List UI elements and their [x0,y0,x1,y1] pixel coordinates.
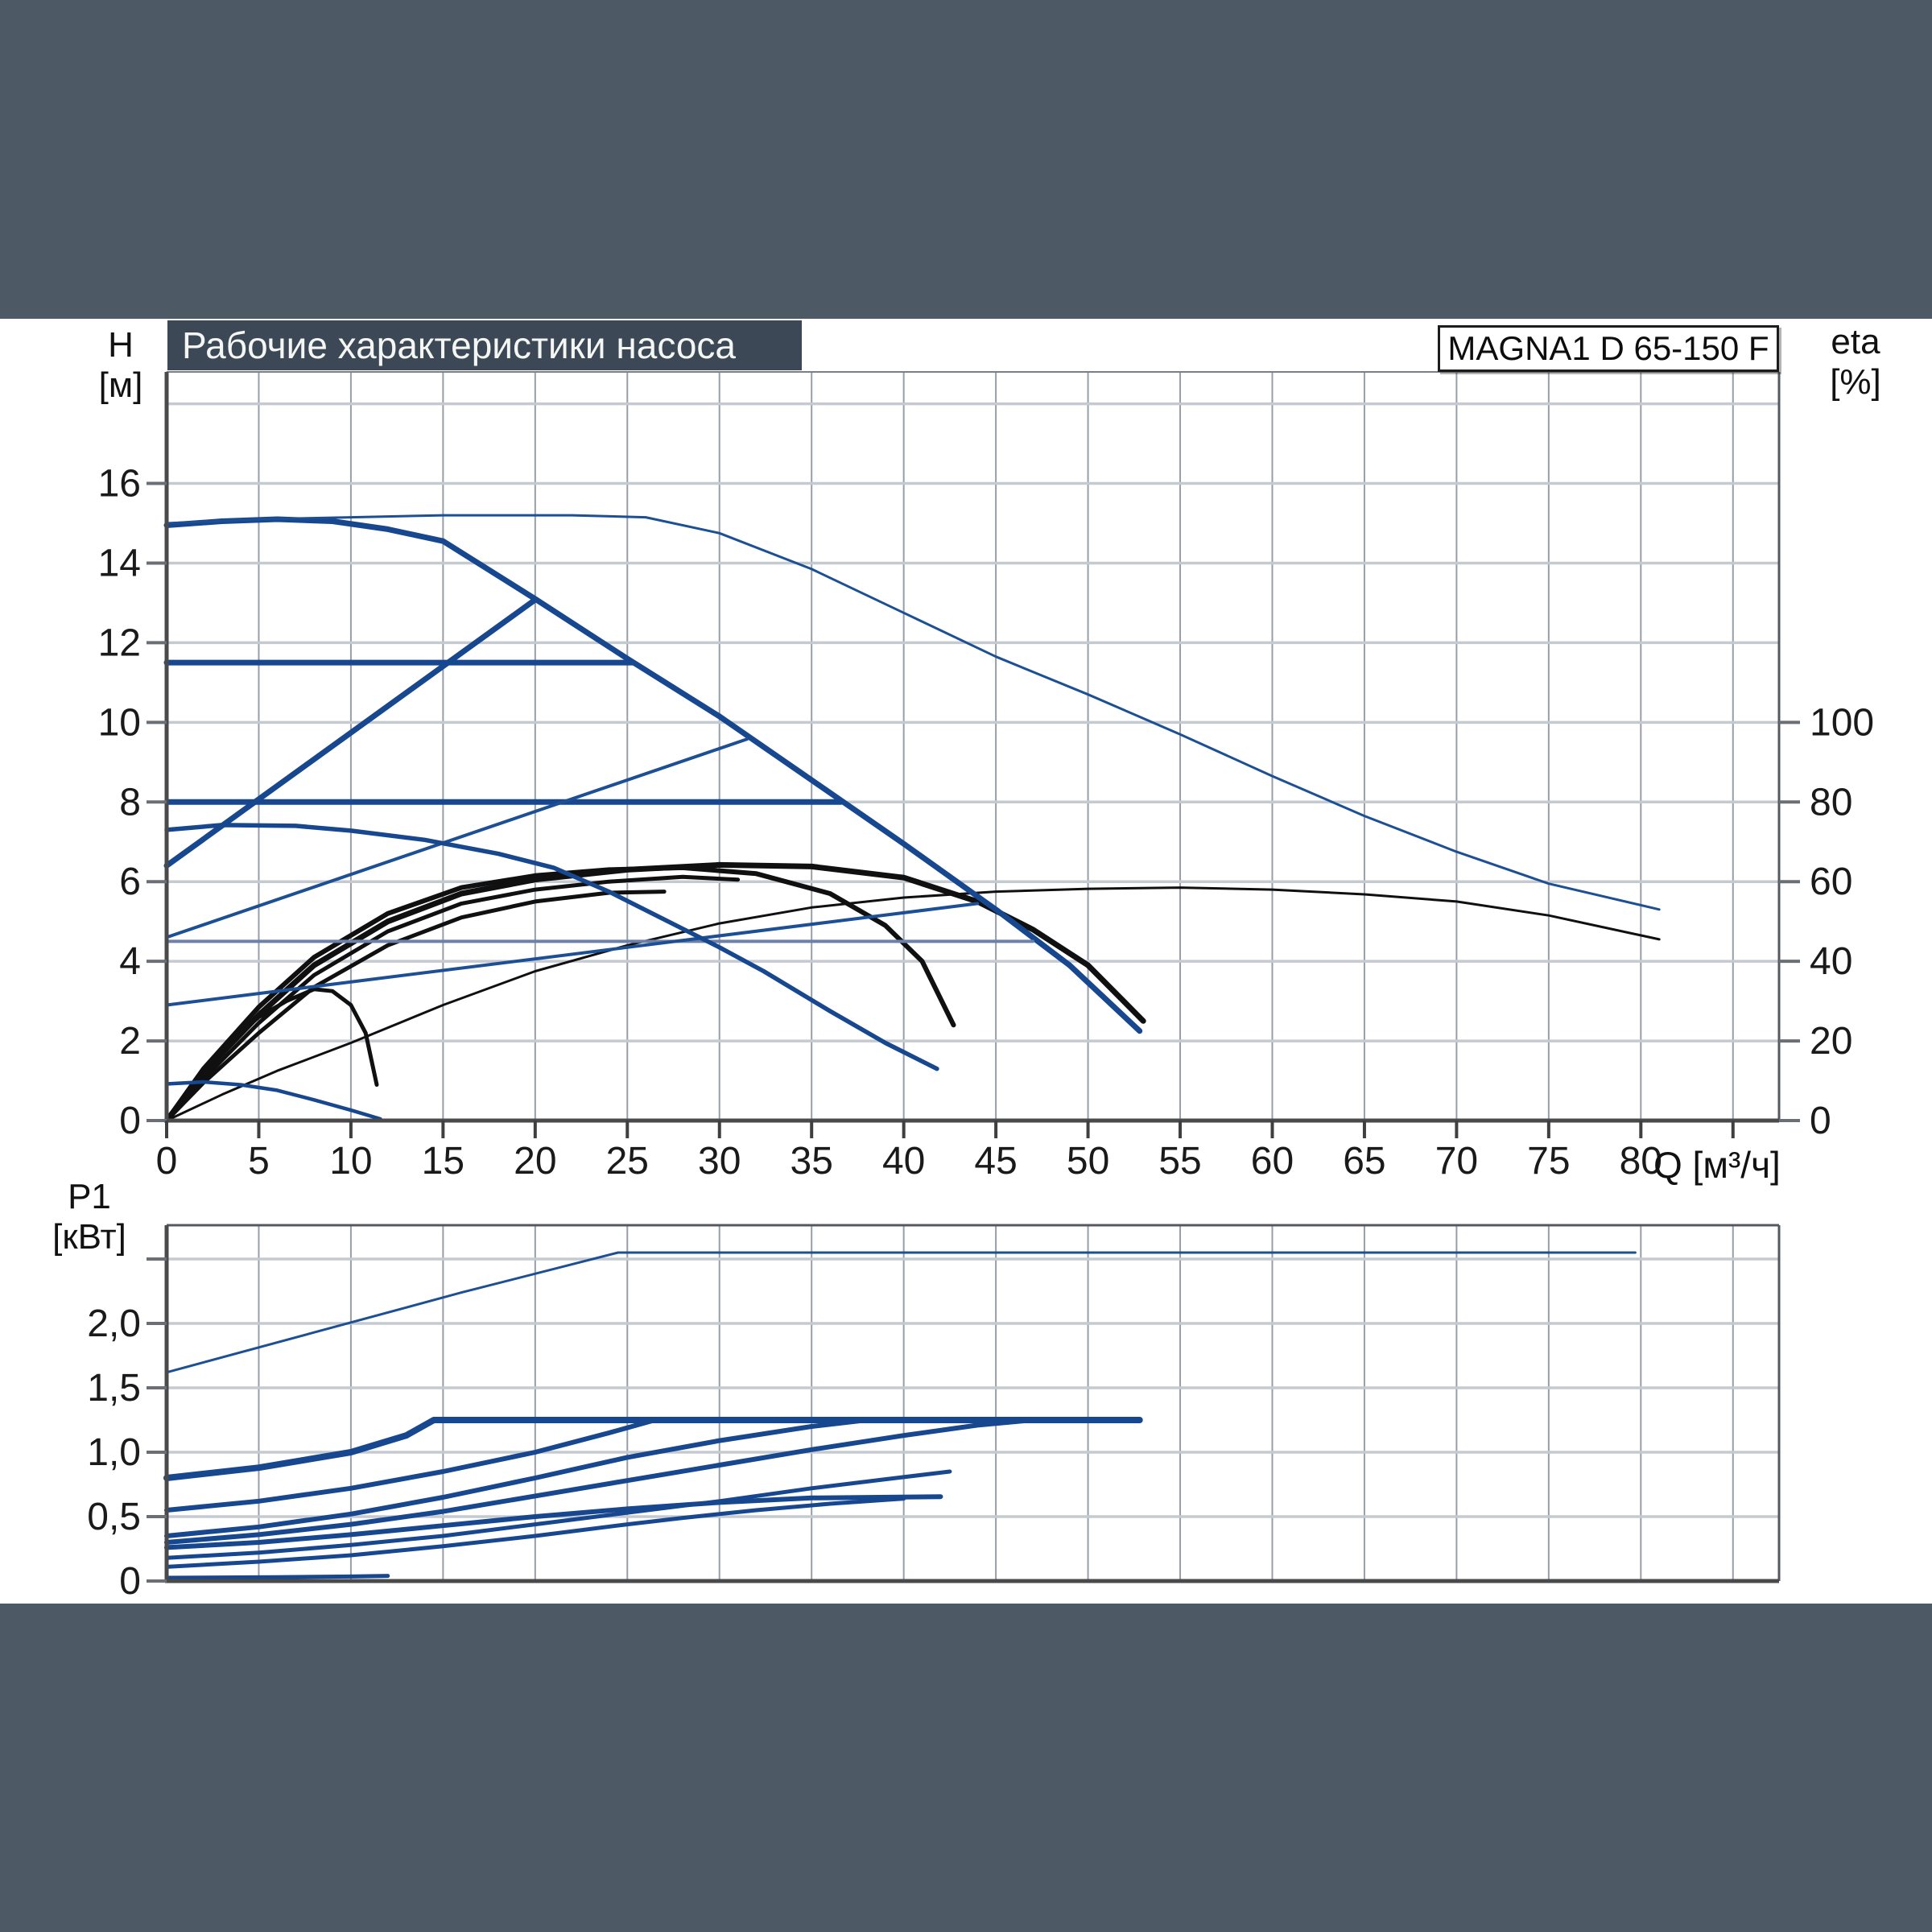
curve-min-speed-curve [164,1080,382,1121]
p1-tick-label: 0 [119,1560,141,1603]
p1-tick-label: 0,5 [87,1496,141,1538]
chart-title: Рабочие характеристики насоса [182,324,737,366]
p1-axis-symbol: P1 [68,1177,111,1216]
q-tick-label: 45 [974,1140,1017,1183]
p1-curves [163,1251,1637,1580]
curve-p1-max-speed [163,1417,1143,1481]
curve-p1-curve-4 [164,1418,1035,1545]
q-tick-label: 70 [1435,1140,1478,1183]
curve-p1-curve-2 [164,1418,658,1513]
curve-p1-parallel-operation [165,1251,1637,1374]
q-tick-label: 60 [1251,1140,1294,1183]
eta-tick-label: 60 [1810,861,1852,903]
curve-eta-speed-4 [164,890,667,1123]
h-tick-label: 8 [119,781,141,824]
q-tick-label: 15 [422,1140,464,1183]
q-tick-label: 35 [791,1140,833,1183]
curve-p1-curve-3 [164,1418,869,1538]
curve-parallel-operation-curve [165,514,1661,911]
q-tick-label: 80 [1620,1140,1662,1183]
p1-axis-unit-label: P1 [кВт] [45,1177,134,1257]
q-tick-label: 5 [248,1140,270,1183]
curve-p1-min-speed [164,1574,390,1580]
eta-tick-label: 100 [1810,701,1874,744]
h-tick-label: 16 [98,463,141,506]
p1-tick-label: 2,0 [87,1302,141,1345]
top-slate-band [0,0,1932,319]
curve-p1-curve-6 [164,1469,952,1560]
q-tick-label: 20 [514,1140,556,1183]
chart-title-bar: Рабочие характеристики насоса [167,320,802,370]
h-axis-unit: [м] [98,365,143,405]
eta-axis-unit: [%] [1830,362,1881,402]
curve-prop-pressure-3 [165,902,980,1007]
hq-chart: 0 2 4 6 8 10 12 14 16 0 20 40 60 80 100 0 5 10 15 20 25 30 35 4… [98,371,1874,1183]
curve-eta-speed-3 [164,874,741,1123]
h-tick-label: 10 [98,701,141,744]
q-tick-label: 0 [156,1140,178,1183]
h-tick-label: 0 [119,1100,141,1142]
eta-tick-label: 0 [1810,1100,1831,1142]
curve-eta-speed-2 [164,865,956,1123]
pump-model-text: MAGNA1 D 65-150 F [1447,329,1769,367]
p1-grid [167,1225,1779,1581]
h-tick-label: 6 [119,861,141,903]
left-axis-unit-label: H [м] [80,325,161,406]
p1-tick-label: 1,0 [87,1431,141,1474]
p1-axis-unit: [кВт] [52,1217,126,1257]
curve-eta-parallel-operation [165,886,1661,1122]
curve-prop-pressure-1 [163,597,539,869]
hq-ticks: 0 2 4 6 8 10 12 14 16 0 20 40 60 80 100 0 5 10 15 20 25 30 35 4… [98,463,1874,1183]
hq-grid [167,372,1779,1121]
curve-speed-2-curve [164,823,939,1071]
eta-tick-label: 40 [1810,940,1852,983]
h-axis-symbol: H [108,325,134,365]
eta-tick-label: 20 [1810,1020,1852,1063]
q-tick-label: 50 [1067,1140,1109,1183]
p1-tick-label: 1,5 [87,1367,141,1410]
curve-eta-min-speed [164,987,379,1123]
h-tick-label: 2 [119,1020,141,1063]
bottom-slate-band [0,1604,1932,1932]
q-axis-label: Q [м³/ч] [1653,1144,1781,1186]
q-tick-label: 40 [882,1140,925,1183]
curve-prop-pressure-2 [165,737,749,939]
curve-p1-curve-7 [164,1496,906,1569]
curve-eta-max-speed [163,861,1146,1124]
h-tick-label: 14 [98,542,141,584]
p1-chart: 0 0,5 1,0 1,5 2,0 [87,1224,1781,1603]
right-axis-unit-label: eta [%] [1803,322,1908,402]
q-tick-label: 10 [329,1140,372,1183]
curve-max-speed-curve [163,516,1143,1034]
h-tick-label: 4 [119,940,141,983]
eta-tick-label: 80 [1810,781,1852,824]
q-tick-label: 30 [698,1140,741,1183]
q-tick-label: 55 [1158,1140,1201,1183]
q-tick-label: 65 [1343,1140,1385,1183]
eta-axis-symbol: eta [1831,322,1880,361]
q-tick-label: 75 [1527,1140,1570,1183]
pump-model-badge: MAGNA1 D 65-150 F [1438,325,1779,372]
hq-curves [163,514,1661,1124]
p1-ticks: 0 0,5 1,0 1,5 2,0 [87,1257,167,1603]
h-tick-label: 12 [98,621,141,664]
curve-p1-speed-2 [164,1494,943,1550]
q-tick-label: 25 [606,1140,649,1183]
